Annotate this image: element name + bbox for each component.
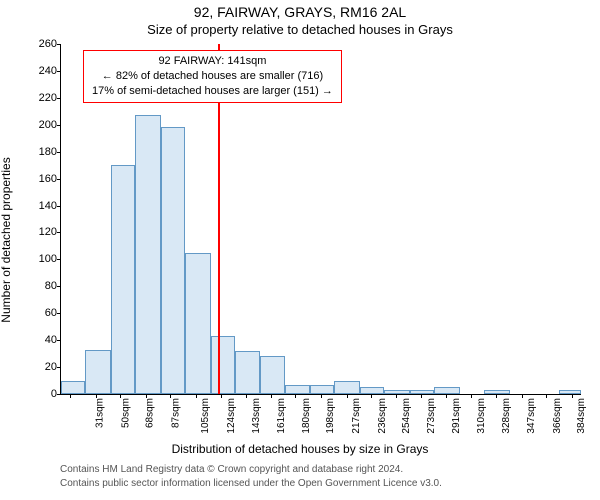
y-tick-label: 180 <box>17 146 57 158</box>
annotation-line: ← 82% of detached houses are smaller (71… <box>92 69 333 84</box>
annotation-line: 92 FAIRWAY: 141sqm <box>92 54 333 69</box>
histogram-bar <box>410 390 434 394</box>
histogram-bar <box>185 253 211 394</box>
x-tick-label: 50sqm <box>121 398 132 428</box>
x-tick-label: 143sqm <box>251 398 262 434</box>
y-tick-mark <box>57 232 61 233</box>
footer-credit-1: Contains HM Land Registry data © Crown c… <box>60 464 403 475</box>
x-tick-label: 198sqm <box>325 398 336 434</box>
footer-credit-2: Contains public sector information licen… <box>60 478 442 489</box>
x-tick-label: 236sqm <box>377 398 388 434</box>
x-tick-label: 161sqm <box>276 398 287 434</box>
histogram-bar <box>135 115 161 394</box>
x-tick-mark <box>120 394 121 398</box>
y-tick-label: 160 <box>17 173 57 185</box>
histogram-bar <box>85 350 111 394</box>
y-axis-label: Number of detached properties <box>0 157 13 322</box>
x-tick-mark <box>446 394 447 398</box>
x-tick-mark <box>522 394 523 398</box>
x-tick-label: 384sqm <box>576 398 587 434</box>
x-tick-label: 291sqm <box>451 398 462 434</box>
x-tick-mark <box>295 394 296 398</box>
x-tick-label: 347sqm <box>526 398 537 434</box>
chart-title-sub: Size of property relative to detached ho… <box>0 22 600 37</box>
y-tick-label: 100 <box>17 253 57 265</box>
y-tick-mark <box>57 98 61 99</box>
histogram-bar <box>161 127 185 394</box>
x-tick-mark <box>496 394 497 398</box>
histogram-bar <box>111 165 135 394</box>
x-tick-label: 254sqm <box>401 398 412 434</box>
y-tick-label: 200 <box>17 119 57 131</box>
x-tick-mark <box>572 394 573 398</box>
annotation-line: 17% of semi-detached houses are larger (… <box>92 84 333 99</box>
x-axis-label: Distribution of detached houses by size … <box>0 442 600 456</box>
x-tick-mark <box>96 394 97 398</box>
y-tick-mark <box>57 259 61 260</box>
y-tick-label: 0 <box>17 388 57 400</box>
x-tick-label: 105sqm <box>200 398 211 434</box>
x-tick-mark <box>196 394 197 398</box>
x-tick-label: 273sqm <box>427 398 438 434</box>
y-tick-mark <box>57 206 61 207</box>
y-tick-mark <box>57 152 61 153</box>
y-tick-mark <box>57 394 61 395</box>
y-tick-mark <box>57 125 61 126</box>
y-tick-label: 140 <box>17 200 57 212</box>
x-tick-mark <box>421 394 422 398</box>
histogram-bar <box>211 336 235 394</box>
x-tick-mark <box>546 394 547 398</box>
y-tick-label: 20 <box>17 361 57 373</box>
x-tick-mark <box>321 394 322 398</box>
x-tick-label: 124sqm <box>226 398 237 434</box>
x-tick-label: 68sqm <box>145 398 156 428</box>
histogram-bar <box>260 356 284 394</box>
x-tick-label: 31sqm <box>95 398 106 428</box>
y-tick-label: 220 <box>17 92 57 104</box>
x-tick-label: 87sqm <box>170 398 181 428</box>
x-tick-label: 310sqm <box>476 398 487 434</box>
histogram-bar <box>559 390 581 394</box>
y-tick-mark <box>57 286 61 287</box>
x-tick-mark <box>396 394 397 398</box>
x-tick-mark <box>70 394 71 398</box>
x-tick-mark <box>347 394 348 398</box>
histogram-bar <box>334 381 360 394</box>
y-tick-label: 40 <box>17 334 57 346</box>
y-tick-mark <box>57 44 61 45</box>
y-tick-label: 80 <box>17 280 57 292</box>
x-tick-mark <box>271 394 272 398</box>
histogram-bar <box>434 387 460 394</box>
histogram-bar <box>360 387 384 394</box>
x-tick-mark <box>146 394 147 398</box>
histogram-bar <box>61 381 85 394</box>
histogram-bar <box>235 351 261 394</box>
y-tick-label: 120 <box>17 226 57 238</box>
annotation-box: 92 FAIRWAY: 141sqm← 82% of detached hous… <box>83 50 342 103</box>
histogram-bar <box>310 385 334 394</box>
x-tick-mark <box>471 394 472 398</box>
y-tick-label: 260 <box>17 38 57 50</box>
x-tick-label: 366sqm <box>552 398 563 434</box>
plot-area: 02040608010012014016018020022024026031sq… <box>60 44 581 395</box>
y-tick-label: 240 <box>17 65 57 77</box>
chart-title-main: 92, FAIRWAY, GRAYS, RM16 2AL <box>0 4 600 20</box>
histogram-bar <box>285 385 311 394</box>
chart-container: 92, FAIRWAY, GRAYS, RM16 2AL Size of pro… <box>0 0 600 500</box>
x-tick-mark <box>170 394 171 398</box>
y-tick-label: 60 <box>17 307 57 319</box>
y-tick-mark <box>57 340 61 341</box>
x-tick-label: 180sqm <box>301 398 312 434</box>
y-tick-mark <box>57 313 61 314</box>
x-tick-mark <box>221 394 222 398</box>
y-tick-mark <box>57 71 61 72</box>
x-tick-label: 217sqm <box>351 398 362 434</box>
x-tick-mark <box>246 394 247 398</box>
y-tick-mark <box>57 367 61 368</box>
y-tick-mark <box>57 179 61 180</box>
x-tick-mark <box>371 394 372 398</box>
x-tick-label: 328sqm <box>501 398 512 434</box>
